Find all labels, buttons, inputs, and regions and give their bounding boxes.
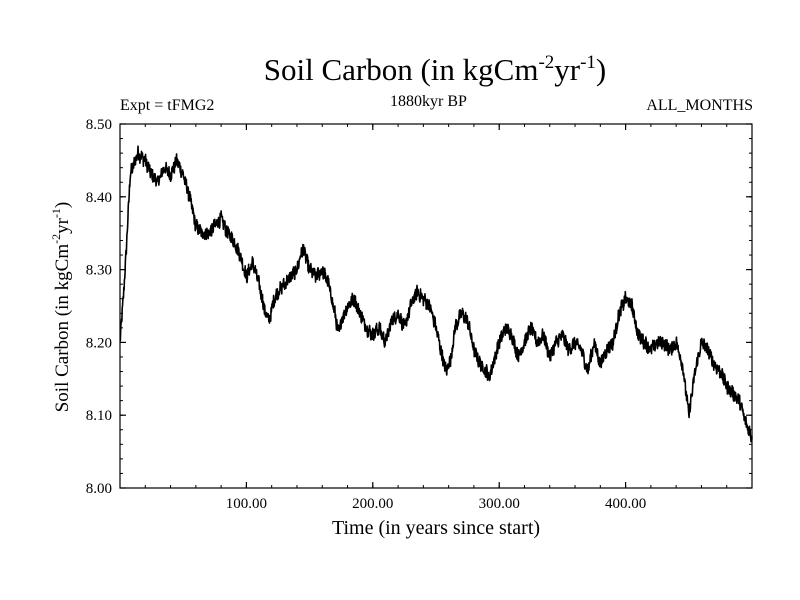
y-tick-label: 8.30: [86, 263, 112, 279]
x-axis-label: Time (in years since start): [331, 517, 541, 539]
y-tick-label: 8.20: [86, 335, 112, 351]
experiment-label: Expt = tFMG2: [120, 97, 215, 114]
y-axis-label: Soil Carbon (in kgCm-2yr-1): [49, 201, 73, 413]
x-tick-label: 100.00: [226, 496, 267, 512]
x-tick-label: 200.00: [352, 496, 393, 512]
x-tick-label: 400.00: [605, 496, 646, 512]
months-label: ALL_MONTHS: [646, 97, 753, 114]
x-tick-label: 300.00: [479, 496, 520, 512]
chart-title: Soil Carbon (in kgCm-2yr-1): [263, 52, 607, 87]
y-tick-label: 8.10: [86, 408, 112, 424]
period-label: 1880kyr BP: [390, 93, 467, 110]
series-line-soil-carbon: [119, 145, 753, 443]
y-tick-label: 8.40: [86, 190, 112, 206]
plot-frame: [119, 123, 753, 489]
y-tick-label: 8.50: [86, 117, 112, 133]
y-tick-label: 8.00: [86, 481, 112, 497]
